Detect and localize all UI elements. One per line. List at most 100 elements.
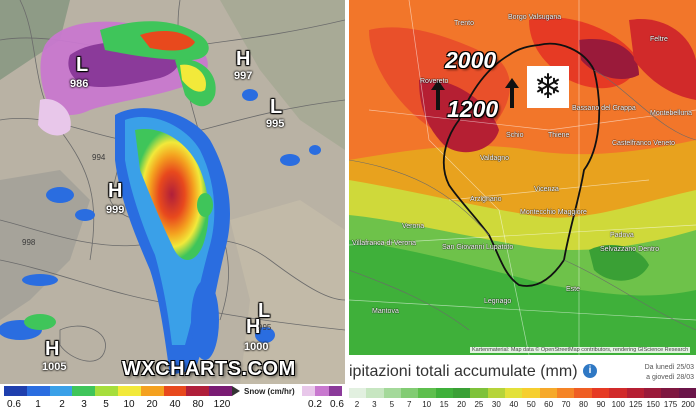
legend-tick: 80: [192, 399, 204, 410]
legend-tick: 3: [372, 400, 377, 409]
legend-swatch: [95, 386, 118, 396]
precip-red-east: [629, 19, 696, 100]
low-pressure-center-letter: L: [270, 96, 283, 118]
road-network: [349, 0, 696, 355]
city-label: Mantova: [372, 308, 399, 315]
legend-tick: 100: [611, 400, 625, 409]
isobar-label: 995: [258, 323, 272, 332]
high-pressure-center-value: 999: [106, 204, 125, 216]
legend-swatch: [505, 388, 523, 398]
legend-swatch: [574, 388, 592, 398]
legend-tick: 3: [81, 399, 87, 410]
city-label: Verona: [402, 223, 425, 230]
legend-swatch: [626, 388, 644, 398]
city-label: Legnago: [484, 298, 512, 305]
legend-tick: 5: [103, 399, 109, 410]
snow-level-low: 1200: [447, 96, 499, 122]
city-label: Montebelluna: [650, 110, 693, 117]
high-pressure-center-value: 1005: [42, 361, 67, 373]
legend-swatch: [209, 386, 232, 396]
legend-swatch: [117, 386, 141, 396]
legend-swatch: [661, 388, 679, 398]
accumulation-legend: ipitazioni totali accumulate (mm) i Da l…: [349, 355, 696, 418]
legend-tick: 15: [439, 400, 449, 409]
land-northwest: [0, 0, 70, 80]
legend-tick: 0.2: [308, 399, 322, 410]
legend-color-scale: [4, 386, 232, 396]
snow-rain-legend: 0.6 1 2 3 5 10 20 40 80 120 Snow (cm/hr)…: [0, 384, 345, 418]
legend-tick: 60: [544, 400, 554, 409]
city-label: Rovereto: [420, 78, 449, 85]
legend-swatch: [186, 386, 210, 396]
admin-boundaries: [349, 69, 696, 331]
legend-tick: 2: [59, 399, 65, 410]
legend-tick: 80: [579, 400, 588, 409]
cell-green-central: [197, 193, 213, 217]
legend-date-range: Da lunedì 25/03 a giovedì 28/03: [645, 363, 694, 383]
province-boundary: [442, 42, 601, 287]
info-icon[interactable]: i: [583, 364, 597, 378]
legend-swatch: [163, 386, 187, 396]
high-pressure-center-value: 1000: [244, 341, 269, 353]
legend-swatch: [366, 388, 384, 398]
legend-tick: 2: [354, 400, 360, 409]
legend-date-to: a giovedì 28/03: [646, 374, 694, 381]
legend-tick: 150: [646, 400, 660, 409]
legend-tick: 20: [146, 399, 158, 410]
precip-northeast-yellow: [180, 64, 206, 92]
legend-swatch: [487, 388, 506, 398]
cell-green-southwest: [24, 314, 56, 330]
low-pressure-center-value: 995: [266, 118, 285, 130]
isobar-label: 994: [92, 153, 106, 162]
legend-tick: 200: [681, 400, 695, 409]
wxcharts-watermark: WXCHARTS.COM: [122, 358, 296, 380]
legend-swatch: [315, 386, 329, 396]
legend-tick: 120: [213, 399, 231, 410]
legend-swatch: [609, 388, 627, 398]
high-pressure-center-letter: H: [246, 316, 261, 338]
legend-tick: 175: [663, 400, 678, 409]
legend-tick: 40: [169, 399, 181, 410]
city-label: Schio: [506, 132, 524, 139]
legend-swatch: [539, 388, 558, 398]
precip-green-patch: [589, 245, 649, 281]
city-label: Borgo Valsugana: [508, 14, 562, 21]
legend-tick: 0.6: [330, 399, 344, 410]
legend-swatch: [557, 388, 575, 398]
legend-swatch: [643, 388, 662, 398]
city-label: Valdagno: [480, 155, 510, 162]
snow-light-area: [38, 99, 71, 136]
legend-swatch: [435, 388, 454, 398]
legend-title: ipitazioni totali accumulate (mm): [349, 363, 578, 380]
legend-tick: 10: [123, 399, 135, 410]
legend-tick: 50: [526, 400, 536, 409]
legend-tick: 25: [474, 400, 484, 409]
up-arrow-icon: [431, 80, 445, 110]
legend-swatch: [522, 388, 540, 398]
legend-swatch: [349, 388, 367, 398]
snowflake-icon: ❄: [527, 66, 569, 108]
legend-tick: 1: [35, 399, 41, 410]
legend-swatch: [49, 386, 73, 396]
accumulated-precip-map: 2000 1200: [349, 0, 696, 418]
legend-swatch: [470, 388, 488, 398]
snow-level-high: 2000: [445, 47, 497, 73]
legend-swatch: [302, 386, 316, 396]
legend-tick: 70: [561, 400, 571, 409]
scattered-cells: [0, 89, 321, 360]
legend-tick: 125: [629, 400, 643, 409]
legend-tick: 0.6: [7, 399, 21, 410]
low-pressure-center-letter: L: [76, 54, 89, 76]
city-label: Vicenza: [534, 186, 559, 193]
high-pressure-center-letter: H: [236, 48, 251, 70]
precip-south-darkgreen: [349, 240, 696, 355]
city-label: Este: [566, 286, 581, 293]
legend-swatch: [453, 388, 471, 398]
legend-swatch: [328, 386, 342, 396]
city-label: Villafranca di Verona: [352, 240, 417, 247]
legend-tick: 5: [389, 400, 395, 409]
legend-swatch: [678, 388, 696, 398]
legend-units: Snow (cm/hr): [244, 387, 295, 396]
sea-west: [0, 170, 90, 320]
precip-yellow-band: [349, 180, 696, 250]
